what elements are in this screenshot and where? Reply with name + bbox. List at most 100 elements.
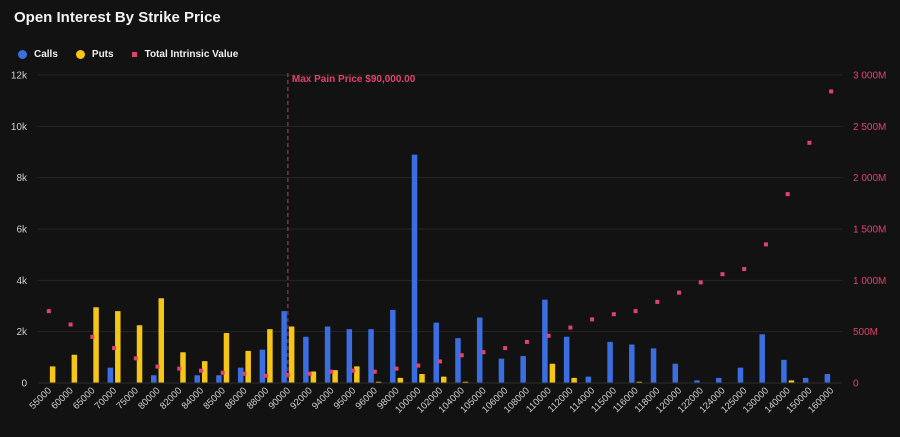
puts-bar bbox=[180, 352, 186, 383]
calls-bar bbox=[107, 367, 114, 383]
calls-bar bbox=[520, 356, 526, 383]
calls-bar bbox=[237, 367, 244, 383]
x-tick-label: 86000 bbox=[223, 385, 249, 411]
puts-bar bbox=[136, 325, 143, 383]
y2-tick-label: 500M bbox=[853, 327, 878, 338]
y2-tick-label: 1 500M bbox=[853, 225, 886, 236]
intrinsic-value-point bbox=[590, 317, 595, 322]
intrinsic-value-point bbox=[829, 89, 834, 94]
intrinsic-value-point bbox=[698, 280, 703, 285]
intrinsic-value-point bbox=[198, 368, 203, 373]
puts-bar bbox=[115, 311, 121, 383]
y-tick-label: 12k bbox=[11, 71, 28, 82]
puts-bar bbox=[354, 366, 360, 383]
intrinsic-value-point bbox=[524, 339, 529, 344]
calls-bar bbox=[672, 363, 679, 383]
calls-bar bbox=[542, 299, 548, 383]
y2-tick-label: 3 000M bbox=[853, 71, 886, 82]
legend-item-puts[interactable]: Puts bbox=[75, 49, 114, 60]
y2-tick-label: 0 bbox=[853, 379, 859, 390]
calls-bar bbox=[455, 338, 461, 383]
calls-bar bbox=[368, 329, 374, 383]
intrinsic-value-point bbox=[720, 272, 725, 277]
intrinsic-value-point bbox=[351, 368, 356, 373]
legend-label-intrinsic: Total Intrinsic Value bbox=[144, 49, 239, 60]
intrinsic-value-point bbox=[546, 333, 551, 338]
intrinsic-value-point bbox=[155, 364, 160, 369]
calls-swatch bbox=[18, 50, 27, 59]
intrinsic-value-point bbox=[633, 309, 638, 314]
x-tick-label: 84000 bbox=[180, 385, 206, 411]
intrinsic-value-point bbox=[503, 346, 508, 351]
intrinsic-value-point bbox=[372, 369, 377, 374]
calls-bar bbox=[694, 380, 700, 383]
puts-bar bbox=[441, 376, 447, 383]
y-tick-label: 10k bbox=[11, 122, 28, 133]
y-tick-label: 0 bbox=[21, 379, 27, 390]
calls-bar bbox=[259, 349, 266, 383]
calls-bar bbox=[390, 309, 396, 383]
puts-bar bbox=[49, 366, 56, 383]
x-tick-label: 90000 bbox=[267, 385, 293, 411]
calls-bar bbox=[216, 375, 222, 383]
calls-bar bbox=[303, 336, 309, 383]
intrinsic-value-point bbox=[220, 370, 225, 375]
x-tick-label: 96000 bbox=[353, 385, 379, 411]
intrinsic-value-point bbox=[133, 356, 138, 361]
y-tick-label: 6k bbox=[16, 225, 28, 236]
legend-item-intrinsic[interactable]: Total Intrinsic Value bbox=[131, 49, 239, 60]
puts-bar bbox=[245, 350, 251, 383]
legend-item-calls[interactable]: Calls bbox=[18, 49, 58, 60]
calls-bar bbox=[346, 329, 353, 383]
intrinsic-value-point bbox=[329, 369, 334, 374]
puts-bar bbox=[267, 329, 273, 383]
y2-tick-label: 2 000M bbox=[853, 173, 886, 184]
calls-bar bbox=[759, 334, 765, 383]
x-tick-label: 75000 bbox=[114, 385, 140, 411]
puts-bar bbox=[288, 326, 295, 383]
intrinsic-value-point bbox=[177, 366, 182, 371]
intrinsic-value-point bbox=[481, 350, 486, 355]
calls-bar bbox=[151, 375, 157, 383]
intrinsic-swatch bbox=[131, 52, 137, 57]
calls-bar bbox=[411, 154, 418, 383]
calls-bar bbox=[324, 326, 331, 383]
puts-bar bbox=[93, 307, 99, 383]
y2-tick-label: 1 000M bbox=[853, 276, 886, 287]
x-tick-label: 88000 bbox=[245, 385, 271, 411]
intrinsic-value-point bbox=[264, 373, 269, 378]
calls-bar bbox=[824, 374, 831, 383]
x-tick-label: 94000 bbox=[310, 385, 336, 411]
puts-bar bbox=[332, 370, 338, 383]
chart-title: Open Interest By Strike Price bbox=[14, 9, 221, 26]
puts-bar bbox=[223, 332, 230, 383]
intrinsic-value-point bbox=[655, 299, 660, 304]
puts-bar bbox=[310, 371, 317, 383]
puts-swatch bbox=[75, 50, 85, 59]
calls-bar bbox=[607, 341, 613, 383]
puts-bar bbox=[71, 354, 78, 383]
legend-label-puts: Puts bbox=[91, 49, 114, 60]
calls-bar bbox=[737, 367, 744, 383]
legend: Calls Puts Total Intrinsic Value bbox=[18, 49, 256, 60]
calls-bar bbox=[585, 376, 592, 383]
intrinsic-value-point bbox=[611, 312, 616, 317]
y-tick-label: 4k bbox=[16, 276, 28, 287]
intrinsic-value-point bbox=[807, 140, 812, 145]
x-tick-label: 82000 bbox=[158, 385, 184, 411]
x-tick-label: 95000 bbox=[332, 385, 358, 411]
calls-bar bbox=[476, 317, 483, 383]
calls-bar bbox=[802, 377, 809, 383]
puts-bar bbox=[158, 298, 165, 383]
intrinsic-value-point bbox=[90, 334, 95, 339]
x-tick-label: 65000 bbox=[71, 385, 97, 411]
max-pain-label: Max Pain Price $90,000.00 bbox=[292, 74, 416, 85]
puts-bar bbox=[549, 363, 556, 383]
calls-bar bbox=[650, 348, 657, 383]
calls-bar bbox=[281, 311, 287, 383]
calls-bar bbox=[781, 359, 787, 383]
intrinsic-value-point bbox=[459, 353, 464, 358]
x-tick-label: 70000 bbox=[93, 385, 119, 411]
calls-bar bbox=[715, 377, 722, 383]
